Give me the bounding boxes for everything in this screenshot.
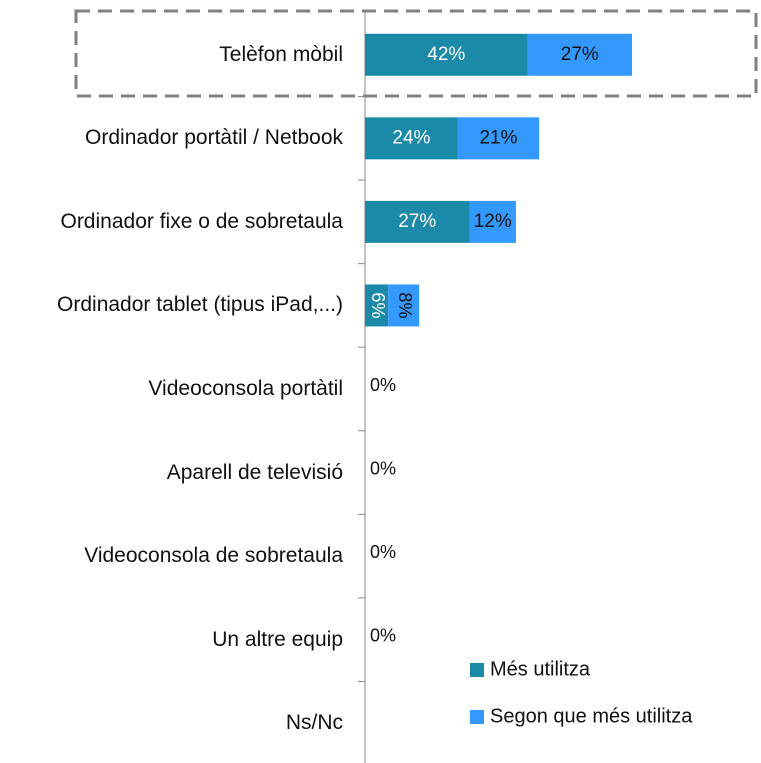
legend-label: Més utilitza <box>490 658 591 680</box>
legend-swatch <box>470 663 484 677</box>
value-label: 6% <box>368 292 388 318</box>
value-label: 42% <box>427 44 465 65</box>
value-label: 0% <box>370 375 396 395</box>
category-label: Aparell de televisió <box>166 460 343 484</box>
bar <box>365 284 389 327</box>
category-label: Videoconsola portàtil <box>148 377 343 400</box>
bar <box>365 200 470 243</box>
legend-swatch <box>470 710 484 724</box>
value-label: 0% <box>370 542 396 562</box>
value-label: 21% <box>479 127 517 148</box>
category-label: Ordinador tablet (tipus iPad,...) <box>57 293 343 317</box>
category-label: Videoconsola de sobretaula <box>84 544 343 568</box>
value-label: 0% <box>370 625 396 645</box>
category-label: Ns/Nc <box>285 711 343 735</box>
value-label: 27% <box>398 211 436 232</box>
legend-label: Segon que més utilitza <box>490 705 693 727</box>
category-label: Telèfon mòbil <box>219 42 343 66</box>
bar <box>365 33 528 76</box>
value-label: 27% <box>561 44 599 65</box>
highlight-box <box>74 9 758 98</box>
category-label: Un altre equip <box>212 627 343 651</box>
bar <box>388 284 420 327</box>
category-label: Ordinador fixe o de sobretaula <box>60 209 343 233</box>
value-label: 24% <box>392 127 430 148</box>
value-label: 0% <box>370 458 396 478</box>
bar <box>365 117 458 160</box>
bar <box>469 200 516 243</box>
value-label: 8% <box>395 292 415 318</box>
value-label: 12% <box>474 211 512 232</box>
category-label: Ordinador portàtil / Netbook <box>85 126 343 150</box>
bar <box>527 33 633 76</box>
bar <box>457 117 540 160</box>
